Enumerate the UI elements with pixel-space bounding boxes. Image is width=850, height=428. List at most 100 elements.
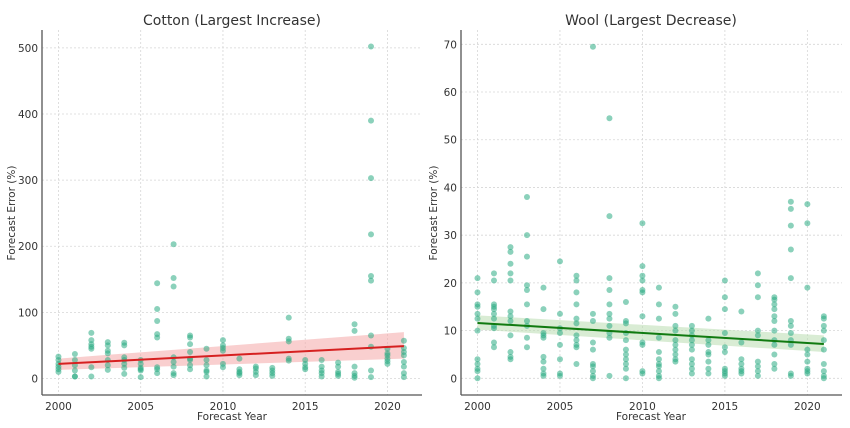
y-tick-label: 200	[18, 241, 38, 253]
data-point	[104, 362, 111, 369]
data-point	[540, 284, 547, 291]
data-point	[523, 334, 530, 341]
data-point	[154, 370, 161, 377]
data-point	[490, 344, 497, 351]
x-tick-label: 2000	[464, 401, 491, 413]
data-point	[540, 306, 547, 313]
data-point	[672, 322, 679, 329]
y-tick-label: 70	[444, 39, 457, 51]
data-point	[187, 356, 194, 363]
data-point	[639, 263, 646, 270]
data-point	[523, 301, 530, 308]
data-point	[88, 329, 95, 336]
data-point	[672, 310, 679, 317]
data-point	[804, 351, 811, 358]
data-point	[639, 370, 646, 377]
data-point	[672, 358, 679, 365]
data-point	[754, 294, 761, 301]
data-point	[771, 351, 778, 358]
y-tick-label: 20	[444, 278, 457, 290]
data-point	[771, 365, 778, 372]
data-point	[523, 282, 530, 289]
data-point	[170, 241, 177, 248]
data-point	[771, 360, 778, 367]
data-point	[170, 363, 177, 370]
data-point	[556, 258, 563, 265]
data-point	[804, 201, 811, 208]
data-point	[606, 287, 613, 294]
data-point	[672, 351, 679, 358]
x-tick-label: 2005	[127, 401, 154, 413]
data-point	[540, 358, 547, 365]
y-axis-label: Forecast Error (%)	[428, 166, 440, 261]
data-point	[71, 351, 78, 358]
y-tick-label: 0	[31, 373, 38, 385]
data-point	[203, 356, 210, 363]
data-point	[474, 303, 481, 310]
data-point	[154, 334, 161, 341]
gridlines	[42, 30, 422, 395]
data-point	[721, 344, 728, 351]
data-point	[738, 308, 745, 315]
data-point	[154, 280, 161, 287]
data-point	[688, 322, 695, 329]
x-axis-label: Forecast Year	[197, 411, 268, 423]
data-point	[672, 303, 679, 310]
data-point	[556, 356, 563, 363]
data-point	[187, 349, 194, 356]
data-point	[688, 346, 695, 353]
data-point	[490, 310, 497, 317]
data-point	[589, 339, 596, 346]
data-point	[705, 365, 712, 372]
data-point	[804, 358, 811, 365]
data-point	[787, 205, 794, 212]
data-point	[622, 365, 629, 372]
data-point	[474, 315, 481, 322]
data-point	[820, 315, 827, 322]
y-axis-label: Forecast Error (%)	[6, 166, 18, 261]
data-point	[507, 313, 514, 320]
data-point	[573, 344, 580, 351]
data-point	[655, 315, 662, 322]
data-point	[754, 372, 761, 379]
data-point	[104, 350, 111, 357]
data-point	[622, 375, 629, 382]
data-point	[351, 374, 358, 381]
data-point	[170, 372, 177, 379]
data-point	[490, 306, 497, 313]
data-point	[787, 222, 794, 229]
data-point	[154, 317, 161, 324]
data-point	[187, 366, 194, 373]
data-point	[820, 368, 827, 375]
data-point	[71, 367, 78, 374]
data-point	[368, 231, 375, 238]
data-point	[507, 260, 514, 267]
data-point	[236, 372, 243, 379]
data-point	[351, 327, 358, 334]
data-point	[672, 346, 679, 353]
data-point	[474, 289, 481, 296]
data-point	[523, 193, 530, 200]
y-tick-label: 30	[444, 230, 457, 242]
data-point	[573, 337, 580, 344]
data-point	[368, 374, 375, 381]
data-point	[507, 308, 514, 315]
data-point	[368, 332, 375, 339]
data-point	[606, 322, 613, 329]
data-point	[622, 337, 629, 344]
data-point	[589, 310, 596, 317]
x-tick-label: 2020	[374, 401, 401, 413]
data-point	[622, 360, 629, 367]
data-point	[556, 310, 563, 317]
data-point	[540, 365, 547, 372]
data-point	[771, 306, 778, 313]
data-point	[738, 339, 745, 346]
data-point	[351, 321, 358, 328]
data-point	[573, 272, 580, 279]
data-point	[771, 301, 778, 308]
data-point	[622, 298, 629, 305]
data-point	[688, 337, 695, 344]
data-point	[688, 360, 695, 367]
